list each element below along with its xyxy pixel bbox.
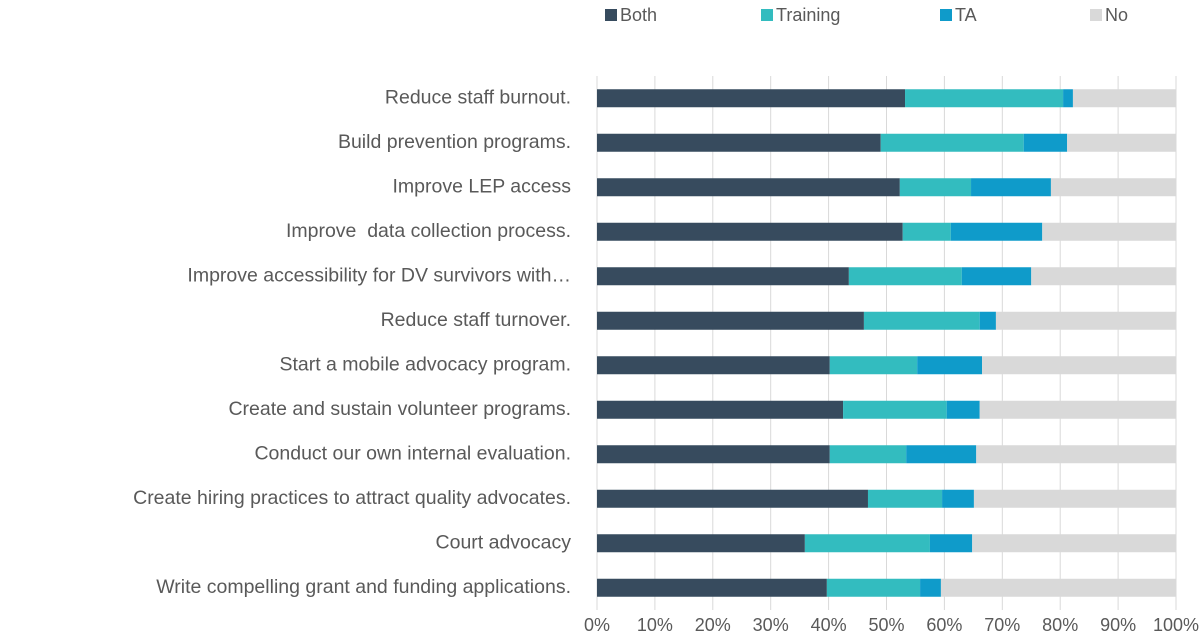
legend-label: TA	[955, 5, 977, 25]
bar-segment	[863, 311, 980, 330]
bar-segment	[1072, 89, 1176, 108]
bar-segment	[1042, 222, 1176, 241]
category-label: Court advocacy	[436, 531, 572, 553]
bar-segment	[920, 578, 941, 597]
legend-label: Training	[776, 5, 840, 25]
bar-segment	[979, 311, 996, 330]
category-label: Reduce staff turnover.	[381, 309, 571, 331]
bar-segment	[971, 178, 1051, 197]
bar-segment	[597, 267, 849, 286]
bar-segment	[905, 89, 1064, 108]
bar-segment	[597, 534, 805, 553]
legend-swatch	[761, 9, 773, 21]
x-tick-label: 40%	[811, 615, 847, 635]
bar-segment	[826, 578, 921, 597]
bar-segment	[597, 445, 830, 464]
category-label: Build prevention programs.	[338, 131, 571, 153]
x-tick-label: 70%	[984, 615, 1020, 635]
bar-segment	[597, 356, 830, 375]
x-tick-label: 60%	[926, 615, 962, 635]
bar-segment	[976, 445, 1176, 464]
bar-segment	[804, 534, 930, 553]
bar-segment	[597, 178, 900, 197]
x-tick-label: 80%	[1042, 615, 1078, 635]
x-tick-label: 100%	[1153, 615, 1199, 635]
bar-segment	[973, 489, 1176, 508]
bar-segment	[917, 356, 983, 375]
bar-segment	[597, 222, 903, 241]
bar-segment	[848, 267, 962, 286]
bar-segment	[829, 445, 907, 464]
x-tick-label: 0%	[584, 615, 610, 635]
legend-label: Both	[620, 5, 657, 25]
bar-segment	[940, 578, 1176, 597]
bar-segment	[929, 534, 973, 553]
bar-segment	[995, 311, 1176, 330]
bar-segment	[1050, 178, 1176, 197]
bar-segment	[1031, 267, 1176, 286]
category-label: Create and sustain volunteer programs.	[228, 398, 571, 420]
bar-segment	[942, 489, 974, 508]
bar-segment	[597, 400, 844, 419]
x-tick-label: 30%	[753, 615, 789, 635]
category-label: Write compelling grant and funding appli…	[156, 576, 571, 598]
legend-swatch	[1090, 9, 1102, 21]
legend-swatch	[605, 9, 617, 21]
bar-segment	[972, 534, 1176, 553]
bar-segment	[982, 356, 1176, 375]
bar-segment	[899, 178, 972, 197]
bar-segment	[597, 89, 906, 108]
bar-segment	[1063, 89, 1073, 108]
bar-segment	[843, 400, 947, 419]
bar-segment	[906, 445, 977, 464]
bar-segment	[946, 400, 980, 419]
bar-segment	[597, 311, 864, 330]
bar-segment	[961, 267, 1032, 286]
category-label: Conduct our own internal evaluation.	[254, 442, 571, 464]
bar-segment	[902, 222, 951, 241]
bar-segment	[829, 356, 918, 375]
category-label: Improve data collection process.	[286, 220, 571, 242]
bar-segment	[867, 489, 943, 508]
bar-segment	[1067, 133, 1176, 152]
x-tick-label: 50%	[868, 615, 904, 635]
category-label: Improve accessibility for DV survivors w…	[187, 264, 571, 286]
category-label: Create hiring practices to attract quali…	[133, 487, 571, 509]
category-label: Reduce staff burnout.	[385, 86, 571, 108]
x-tick-label: 10%	[637, 615, 673, 635]
bar-segment	[880, 133, 1024, 152]
bar-segment	[950, 222, 1043, 241]
x-tick-label: 90%	[1100, 615, 1136, 635]
bar-segment	[1023, 133, 1068, 152]
bar-segment	[597, 578, 827, 597]
bar-segment	[597, 489, 868, 508]
category-label: Start a mobile advocacy program.	[279, 353, 571, 375]
category-label: Improve LEP access	[393, 175, 572, 197]
legend-swatch	[940, 9, 952, 21]
legend-label: No	[1105, 5, 1128, 25]
bar-segment	[597, 133, 881, 152]
x-tick-label: 20%	[695, 615, 731, 635]
bar-segment	[979, 400, 1176, 419]
